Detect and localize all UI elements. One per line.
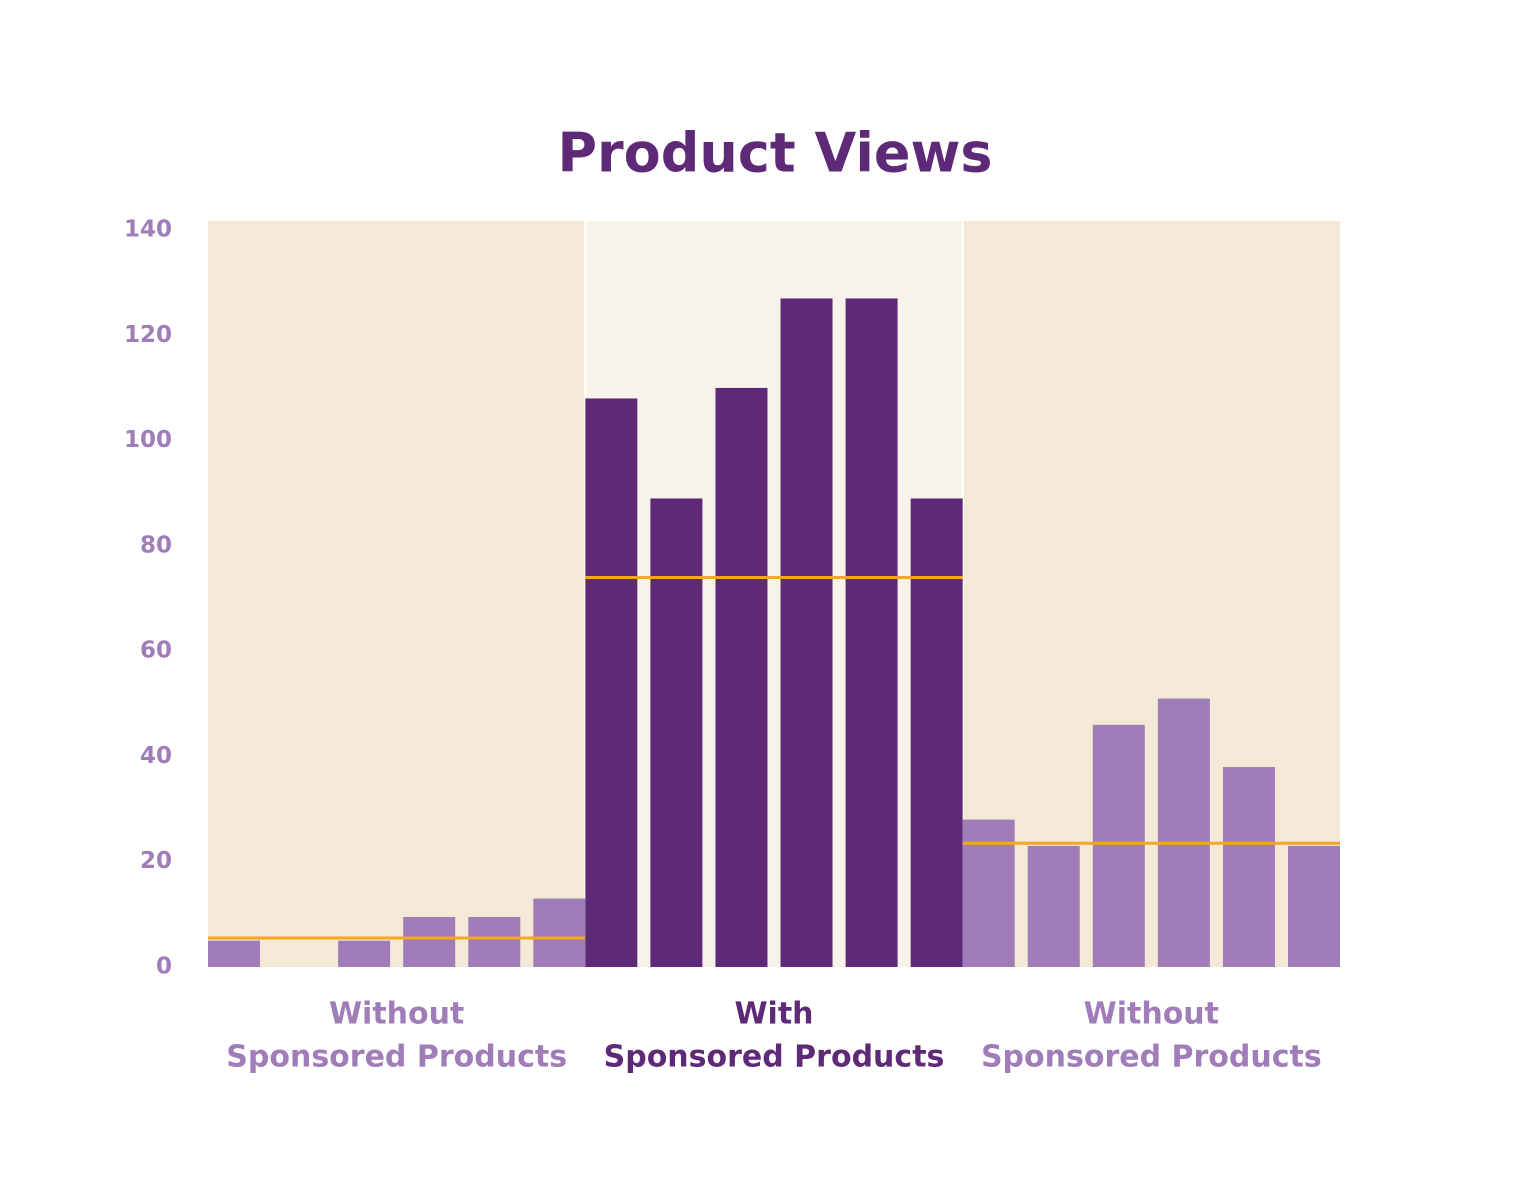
bar	[1222, 766, 1275, 967]
bar	[585, 398, 638, 967]
group-label: Without	[329, 997, 464, 1032]
bar	[845, 298, 898, 968]
panel-background	[208, 221, 586, 967]
group-label: With	[734, 997, 813, 1032]
bar	[403, 916, 456, 967]
y-tick-label: 20	[140, 848, 172, 874]
bar	[208, 940, 260, 967]
y-tick-label: 60	[140, 638, 172, 664]
panel-background	[585, 221, 963, 967]
bar	[468, 916, 521, 967]
y-tick-label: 100	[124, 427, 172, 453]
bar	[1027, 845, 1080, 967]
bar	[715, 387, 768, 967]
bar	[533, 898, 586, 967]
chart-title: Product Views	[557, 122, 992, 185]
panel-background	[962, 221, 1340, 967]
bar	[1092, 724, 1145, 967]
bar	[962, 819, 1015, 967]
group-label: Sponsored Products	[226, 1040, 567, 1075]
group-label: Sponsored Products	[981, 1040, 1322, 1075]
y-tick-label: 0	[156, 954, 172, 980]
bar	[780, 298, 833, 968]
bar	[338, 940, 391, 967]
y-tick-label: 120	[124, 322, 172, 348]
y-tick-label: 40	[140, 743, 172, 769]
bar	[1288, 845, 1340, 967]
bar	[650, 498, 703, 967]
y-tick-label: 140	[124, 217, 172, 243]
group-label: Sponsored Products	[604, 1040, 945, 1075]
bar	[1157, 698, 1210, 967]
group-label: Without	[1084, 997, 1219, 1032]
bar	[910, 498, 963, 967]
y-tick-label: 80	[140, 532, 172, 558]
